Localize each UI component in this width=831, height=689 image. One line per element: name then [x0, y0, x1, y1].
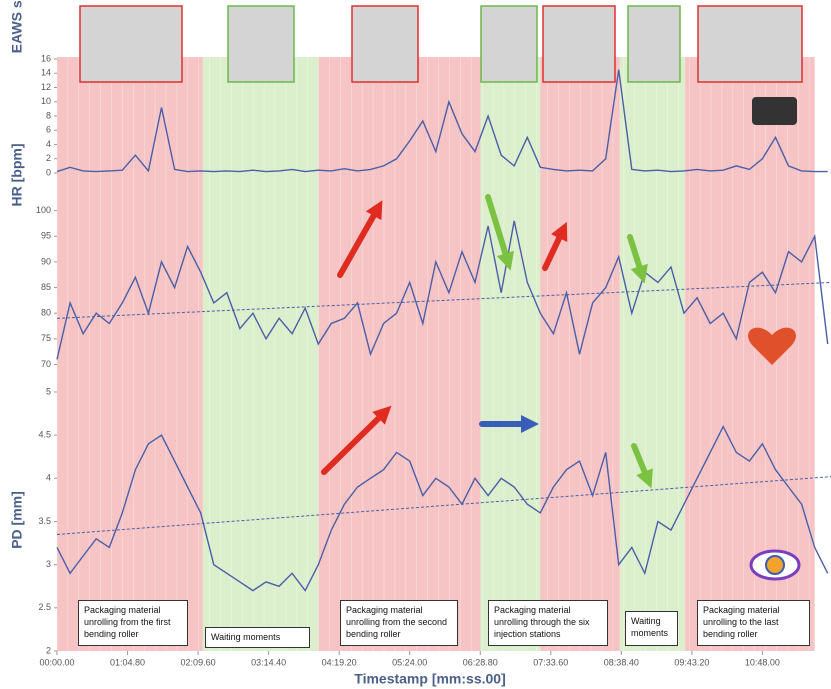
- region-label: Waiting moments: [625, 611, 678, 646]
- y-tick-label: 6: [46, 125, 51, 135]
- x-tick-label: 02:09.60: [181, 657, 216, 667]
- x-tick-label: 06:28.80: [463, 657, 498, 667]
- region: [318, 57, 480, 651]
- photo: [80, 6, 182, 82]
- x-axis-title: Timestamp [mm:ss.00]: [354, 671, 505, 687]
- x-tick-label: 00:00.00: [39, 657, 74, 667]
- vest-icon: [752, 97, 797, 125]
- y-axis-title: EAWS score: [9, 0, 25, 53]
- y-tick-label: 16: [41, 53, 51, 63]
- y-axis-title: PD [mm]: [9, 491, 25, 549]
- photo: [352, 6, 418, 82]
- y-tick-label: 14: [41, 68, 51, 78]
- region: [620, 57, 685, 651]
- y-tick-label: 2: [46, 645, 51, 655]
- chart: Timestamp [mm:ss.00] 00:00.00 01:04.80 02:…: [0, 0, 831, 689]
- y-tick-label: 3.5: [38, 516, 51, 526]
- y-tick-label: 75: [41, 333, 51, 343]
- x-tick-label: 08:38.40: [604, 657, 639, 667]
- region-label: Packaging material unrolling from the se…: [340, 600, 458, 646]
- y-tick-label: 2: [46, 153, 51, 163]
- y-tick-label: 100: [36, 205, 51, 215]
- photo: [628, 6, 680, 82]
- y-tick-label: 80: [41, 308, 51, 318]
- photo: [228, 6, 294, 82]
- x-tick-label: 09:43.20: [674, 657, 709, 667]
- region-label: Packaging material unrolling from the fi…: [78, 600, 188, 646]
- region-label: Waiting moments: [205, 627, 310, 648]
- y-tick-label: 90: [41, 256, 51, 266]
- x-tick-label: 05:24.00: [392, 657, 427, 667]
- region: [203, 57, 318, 651]
- eye-icon: [766, 556, 784, 574]
- x-tick-label: 07:33.60: [533, 657, 568, 667]
- x-tick-label: 10:48.00: [745, 657, 780, 667]
- page: Timestamp [mm:ss.00] 00:00.00 01:04.80 02:…: [0, 0, 831, 689]
- photo: [543, 6, 615, 82]
- y-tick-label: 95: [41, 231, 51, 241]
- y-tick-label: 2.5: [38, 602, 51, 612]
- x-tick-label: 01:04.80: [110, 657, 145, 667]
- y-tick-label: 70: [41, 359, 51, 369]
- y-tick-label: 12: [41, 82, 51, 92]
- photo: [481, 6, 537, 82]
- x-tick-label: 03:14.40: [251, 657, 286, 667]
- y-tick-label: 10: [41, 96, 51, 106]
- x-tick-label: 04:19.20: [322, 657, 357, 667]
- y-tick-label: 8: [46, 110, 51, 120]
- y-tick-label: 4: [46, 139, 51, 149]
- y-tick-label: 0: [46, 167, 51, 177]
- y-tick-label: 4: [46, 473, 51, 483]
- y-tick-label: 4.5: [38, 430, 51, 440]
- y-tick-label: 3: [46, 559, 51, 569]
- region-label: Packaging material unrolling to the last…: [697, 600, 810, 646]
- y-tick-label: 85: [41, 282, 51, 292]
- region-label: Packaging material unrolling through the…: [488, 600, 608, 646]
- y-tick-label: 5: [46, 386, 51, 396]
- photo: [698, 6, 802, 82]
- y-axis-title: HR [bpm]: [9, 144, 25, 207]
